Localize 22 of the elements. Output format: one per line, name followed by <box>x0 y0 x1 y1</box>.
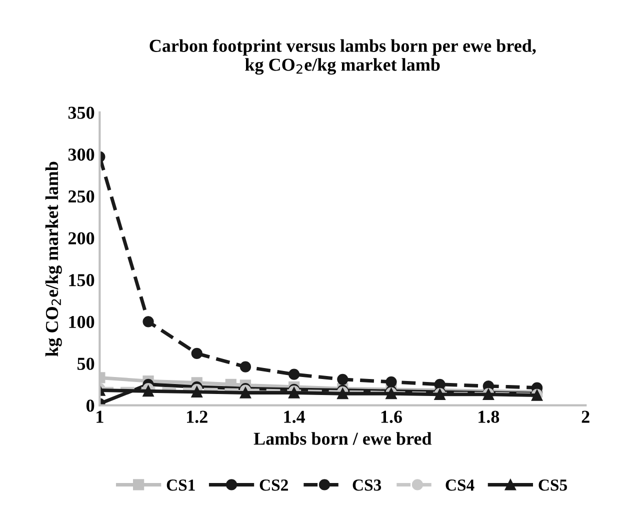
legend-label: CS4 <box>446 480 474 491</box>
y-tick-label: 200 <box>68 232 94 244</box>
legend-label: CS2 <box>260 480 288 491</box>
chart-title: Carbon footprint versus lambs born per ewe bred, kg CO$_{2}$e/kg market lamb <box>150 39 536 75</box>
y-tick-label: 150 <box>69 274 94 286</box>
y-tick-label: 50 <box>77 358 94 370</box>
y-tick-label: 300 <box>68 148 94 161</box>
x-tick-label: 1.4 <box>284 410 306 423</box>
y-tick-label: 0 <box>86 400 94 412</box>
y-axis-title: kg CO$_{2}$e/kg market lamb <box>45 162 62 356</box>
x-tick-label: 1.2 <box>187 410 208 423</box>
x-tick-label: 1 <box>96 410 104 423</box>
y-tick-label: 100 <box>69 316 94 328</box>
legend-label: CS1 <box>166 480 195 491</box>
x-tick-label: 1.6 <box>381 410 402 423</box>
legend-label: CS3 <box>352 480 382 491</box>
y-tick-label: 250 <box>68 190 94 203</box>
y-tick-label: 350 <box>68 106 94 119</box>
x-tick-label: 2 <box>582 410 590 423</box>
x-axis-title: Lambs born / ewe bred <box>254 432 432 445</box>
legend-label: CS5 <box>538 480 567 491</box>
x-tick-label: 1.8 <box>478 410 500 423</box>
